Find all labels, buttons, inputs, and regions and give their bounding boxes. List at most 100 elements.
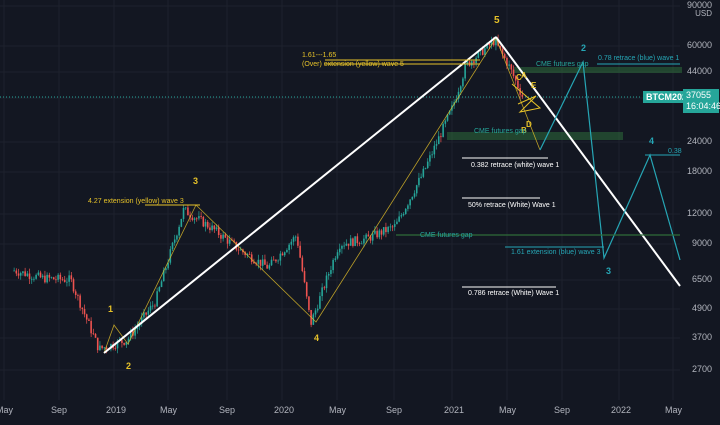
candle-body <box>202 216 205 227</box>
candle-body <box>226 237 229 244</box>
candle-body <box>114 348 117 349</box>
candle-body <box>184 207 187 209</box>
candle-body <box>165 268 167 271</box>
candle-body <box>215 227 218 230</box>
candle-body <box>237 249 240 251</box>
annotation-text: 4.27 extension (yellow) wave 3 <box>88 198 184 205</box>
time-tick-label: 2019 <box>106 405 127 415</box>
candle-body <box>332 259 334 271</box>
annotation-text: 5 <box>494 15 500 26</box>
candle-body <box>343 245 345 247</box>
candle-body <box>143 312 145 318</box>
annotation-text: 3 <box>193 176 198 186</box>
candle-body <box>198 216 200 219</box>
candle-body <box>426 161 429 168</box>
candle-body <box>266 264 268 269</box>
candle-body <box>327 273 330 276</box>
candle-body <box>297 236 299 246</box>
candle-body <box>503 54 506 58</box>
candle-body <box>206 221 209 228</box>
candle-body <box>220 235 222 239</box>
candle-body <box>308 296 310 310</box>
candle-body <box>510 64 513 70</box>
candle-body <box>180 218 183 227</box>
yellow-wave-line <box>103 37 541 354</box>
annotation-text: CME futures gap <box>474 128 527 135</box>
time-tick-label: May <box>160 405 178 415</box>
candle-body <box>147 310 150 315</box>
candle-body <box>33 278 35 280</box>
candle-body <box>121 340 123 343</box>
candle-body <box>486 43 488 49</box>
annotation-text: D <box>526 120 532 129</box>
price-tick-label: 24000 <box>686 136 712 146</box>
candle-body <box>156 291 158 307</box>
candle-body <box>363 238 365 244</box>
candle-body <box>17 273 20 276</box>
cme-gap-box <box>514 67 682 73</box>
candle-body <box>470 61 473 66</box>
candle-body <box>488 43 491 46</box>
time-tick-label: May <box>665 405 683 415</box>
candle-body <box>52 277 55 280</box>
candle-body <box>301 257 304 272</box>
candle-body <box>402 213 405 216</box>
candle-body <box>244 252 246 256</box>
candle-body <box>365 234 367 239</box>
candle-body <box>253 262 255 264</box>
candle-body <box>24 271 26 276</box>
candle-body <box>442 123 444 138</box>
candle-body <box>398 216 400 222</box>
candle-body <box>444 120 447 124</box>
price-tick-label: 60000 <box>686 40 712 50</box>
candle-body <box>514 76 517 81</box>
candle-body <box>484 48 486 55</box>
candle-body <box>193 218 196 220</box>
candle-body <box>154 305 156 307</box>
candle-body <box>367 234 370 237</box>
price-tick-label: 4900 <box>691 303 712 313</box>
candle-body <box>380 230 383 235</box>
candle-body <box>314 310 317 315</box>
candle-body <box>129 331 132 339</box>
candle-body <box>288 244 290 251</box>
candle-body <box>464 64 466 79</box>
candle-body <box>270 259 273 266</box>
time-tick-label: Sep <box>51 405 68 415</box>
annotation-text: 0.38 <box>668 148 682 155</box>
wave-drawings <box>103 36 681 354</box>
candle-body <box>499 45 502 49</box>
last-price-value: 37055 <box>686 90 712 100</box>
time-tick-label: 2022 <box>611 405 632 415</box>
candle-body <box>149 305 152 311</box>
candle-body <box>316 308 319 311</box>
annotation-text: 1 <box>108 304 113 314</box>
annotation-text: 0.786 retrace (White) Wave 1 <box>468 290 559 297</box>
candle-body <box>250 254 253 263</box>
cme-gap-box <box>447 132 623 140</box>
candle-body <box>50 277 53 279</box>
last-price-badge: 37055 16:04:46 <box>683 89 720 113</box>
candle-body <box>204 221 207 227</box>
time-tick-label: Sep <box>554 405 571 415</box>
candle-body <box>374 230 376 234</box>
candle-body <box>283 252 286 256</box>
candle-body <box>275 259 277 262</box>
candle-body <box>37 272 40 275</box>
candle-body <box>228 239 231 244</box>
annotation-text: 2 <box>126 361 131 371</box>
candle-body <box>261 259 264 266</box>
candle-body <box>63 279 66 282</box>
candle-body <box>167 262 169 269</box>
candle-body <box>96 337 99 351</box>
annotation-text: 4 <box>314 333 319 343</box>
candle-body <box>61 279 64 281</box>
candle-body <box>178 226 180 236</box>
candle-body <box>239 249 242 251</box>
annotation-text: 0.382 retrace (white) wave 1 <box>471 162 559 169</box>
candle-body <box>19 273 22 276</box>
candle-body <box>123 342 125 345</box>
annotation-text: 3 <box>606 266 611 276</box>
candle-body <box>127 338 130 343</box>
